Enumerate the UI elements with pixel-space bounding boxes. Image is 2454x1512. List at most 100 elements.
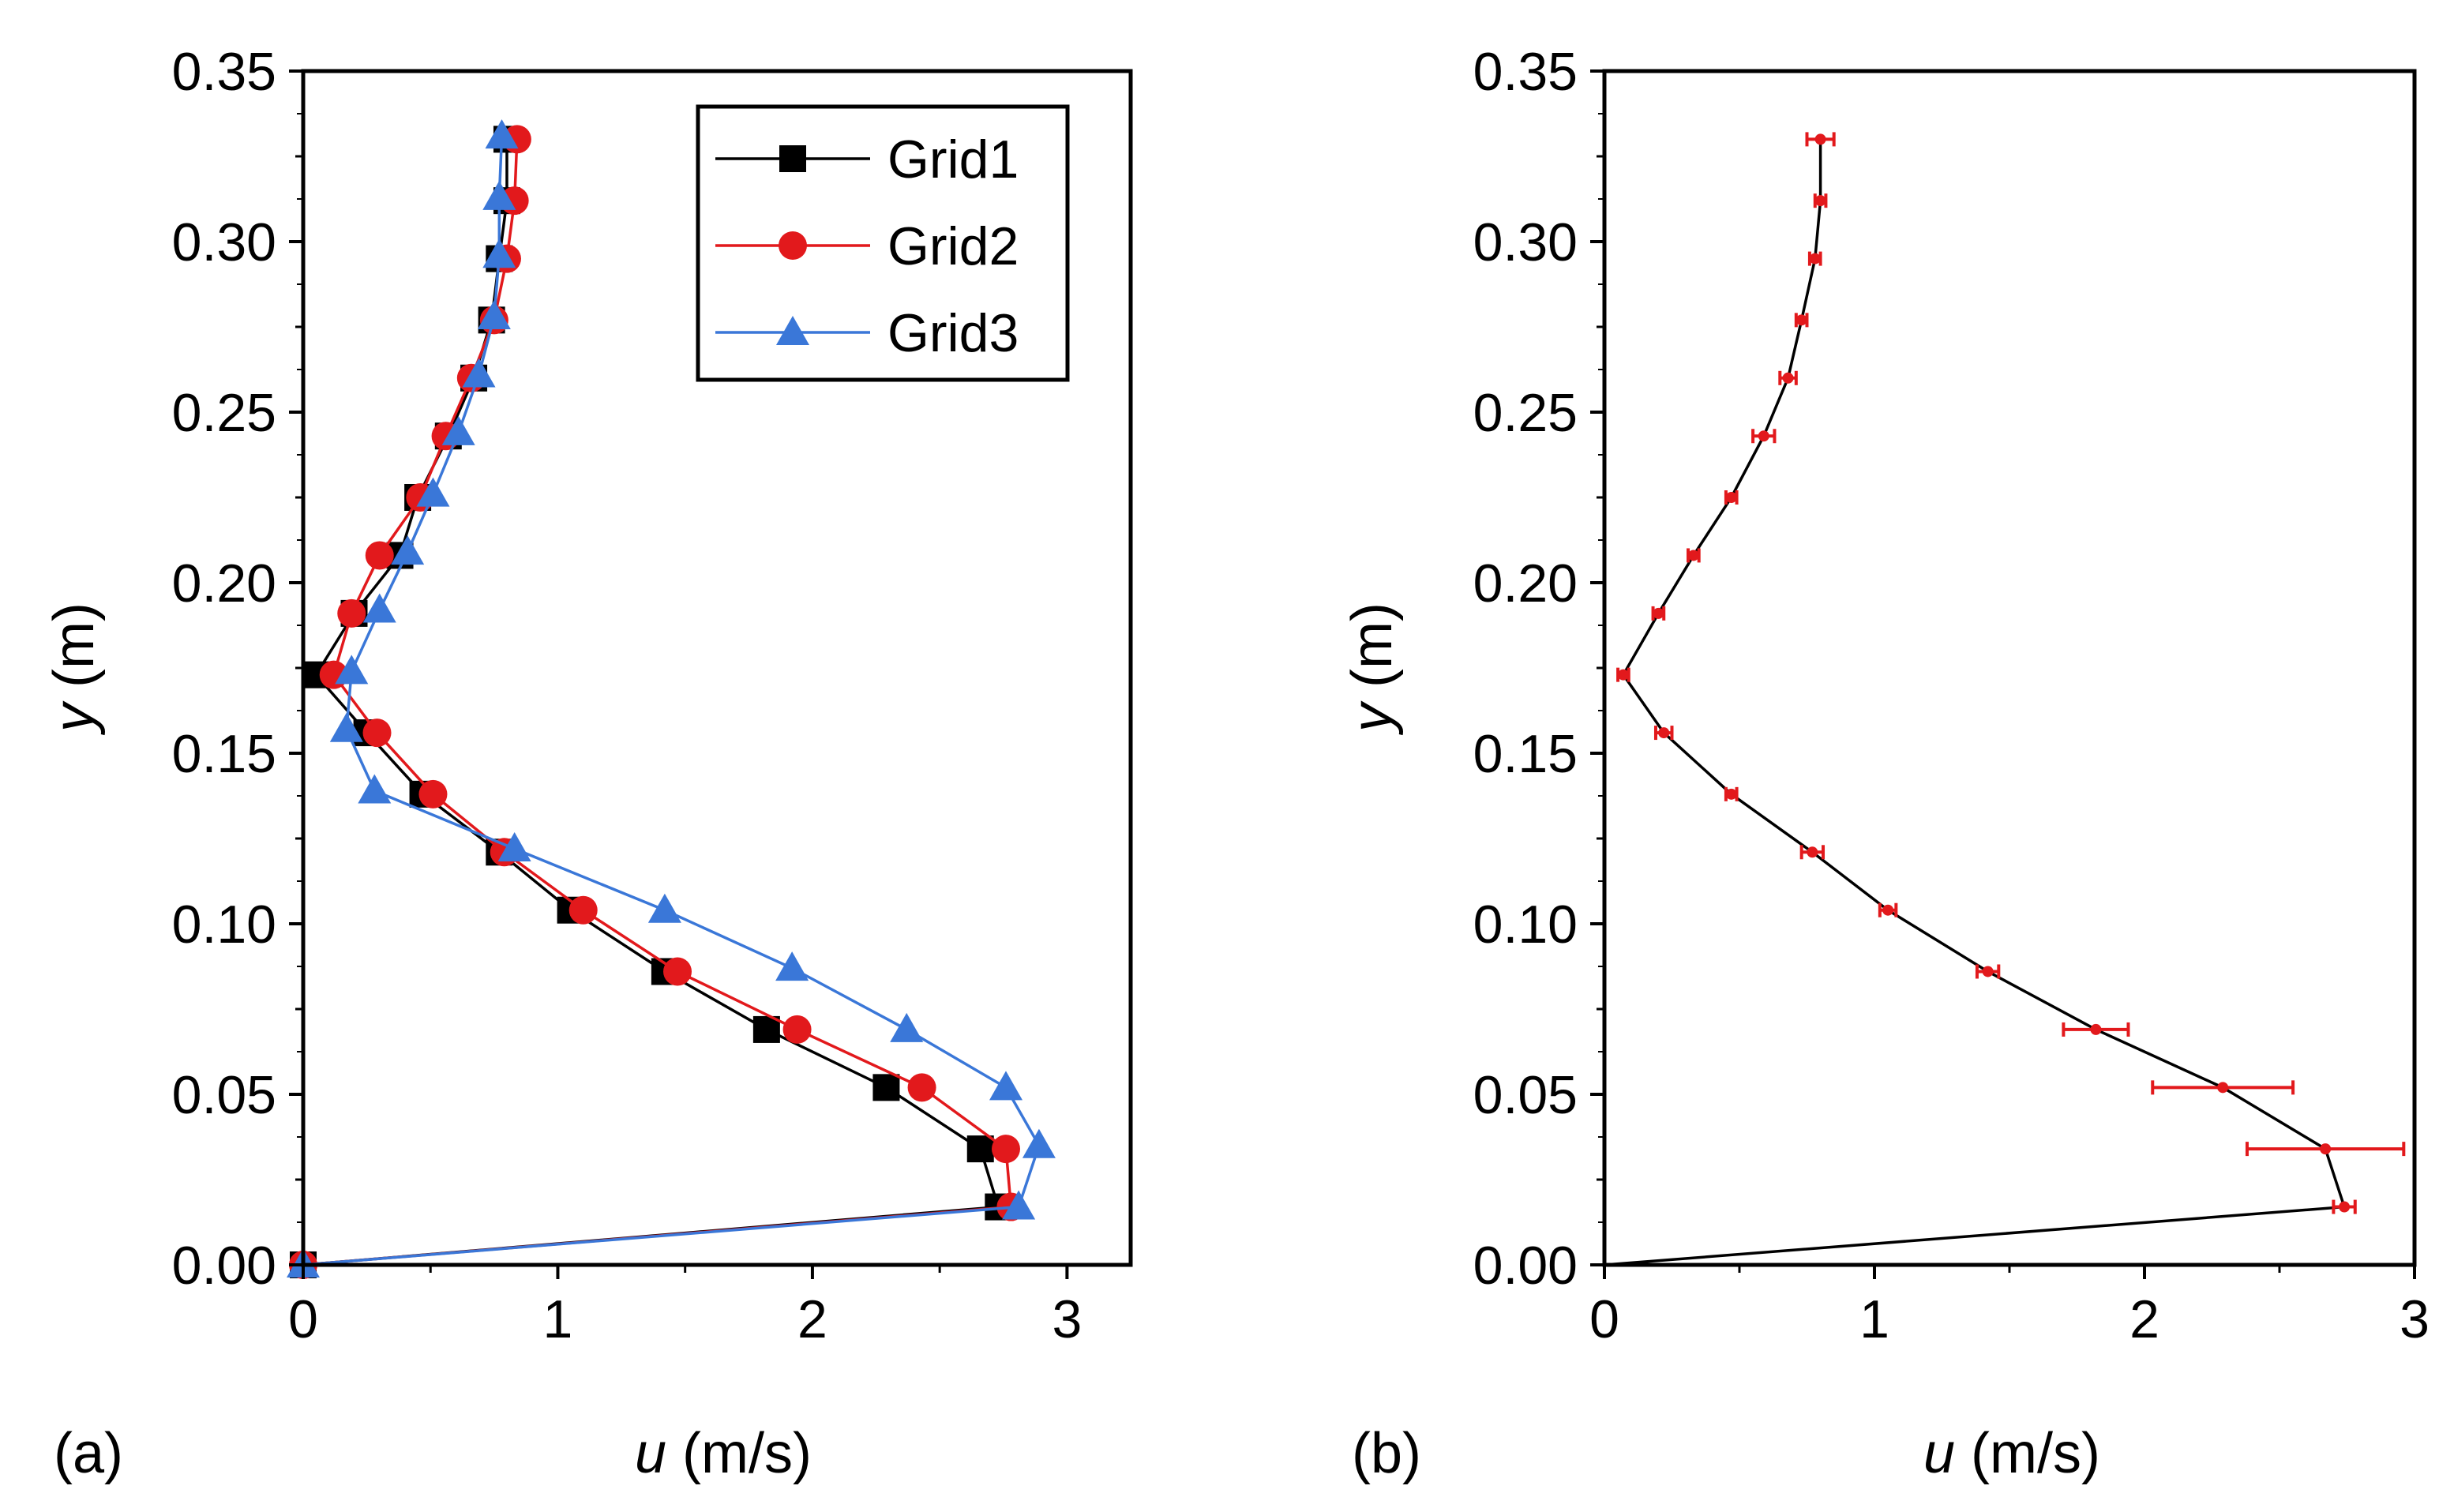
legend-label-grid2: Grid2 xyxy=(887,216,1019,276)
axes-a: 0.00 0.05 0.10 0.15 0.20 0.25 0.30 0.35 0 1 2 3 xyxy=(172,42,1133,1349)
x-tick-label-b: 2 xyxy=(2129,1289,2159,1349)
data-point-grid2 xyxy=(337,598,366,628)
data-point-grid3 xyxy=(477,300,511,330)
legend: Grid1 Grid2 Grid3 xyxy=(696,104,1070,382)
data-point-b xyxy=(1725,788,1737,800)
data-point-grid1 xyxy=(966,1135,994,1163)
panel-b: 0.00 0.05 0.10 0.15 0.20 0.25 0.30 0.35 0 1 2 3 u (… xyxy=(1341,42,2430,1485)
data-point-b xyxy=(1782,372,1794,384)
y-axis-var-a: y xyxy=(43,700,106,736)
panel-label-b: (b) xyxy=(1352,1422,1421,1485)
x-tick-label-a: 3 xyxy=(1052,1289,1082,1349)
data-point-b xyxy=(1982,966,1994,977)
y-tick-label-a: 0.30 xyxy=(172,212,276,272)
plot-area-b xyxy=(1604,132,2406,1266)
data-point-b xyxy=(1814,195,1826,207)
data-point-grid3 xyxy=(890,1012,924,1042)
y-tick-label-b: 0.30 xyxy=(1473,212,1578,272)
data-point-grid1 xyxy=(872,1074,900,1101)
data-point-grid3 xyxy=(1022,1128,1056,1158)
y-axis-unit-a: (m) xyxy=(43,602,106,703)
legend-marker-grid2 xyxy=(779,231,807,260)
data-point-b xyxy=(1687,550,1699,561)
legend-label-grid3: Grid3 xyxy=(887,303,1019,363)
y-tick-label-a: 0.35 xyxy=(172,42,276,102)
data-point-grid2 xyxy=(907,1073,936,1102)
data-point-b xyxy=(1807,846,1818,858)
x-axis-title-a: u (m/s) xyxy=(635,1422,812,1485)
data-point-grid2 xyxy=(991,1135,1020,1164)
y-axis-title-b: y (m) xyxy=(1341,602,1404,736)
data-point-grid3 xyxy=(485,119,519,149)
axes-b: 0.00 0.05 0.10 0.15 0.20 0.25 0.30 0.35 0 1 2 3 xyxy=(1473,42,2430,1349)
y-tick-label-a: 0.15 xyxy=(172,724,276,784)
data-point-b xyxy=(2090,1023,2102,1035)
x-tick-label-b: 1 xyxy=(1859,1289,1889,1349)
data-point-b xyxy=(2217,1082,2229,1094)
data-point-grid3 xyxy=(329,712,363,742)
data-point-grid3 xyxy=(462,358,496,388)
y-tick-label-b: 0.00 xyxy=(1473,1236,1578,1296)
x-axis-title-b: u (m/s) xyxy=(1923,1422,2100,1485)
y-tick-label-b: 0.20 xyxy=(1473,553,1578,613)
y-tick-label-b: 0.10 xyxy=(1473,895,1578,955)
data-point-grid3 xyxy=(416,477,450,507)
y-axis-var-b: y xyxy=(1341,700,1404,736)
y-tick-label-a: 0.00 xyxy=(172,1236,276,1296)
data-point-grid3 xyxy=(775,951,809,981)
data-point-grid2 xyxy=(663,957,692,986)
data-point-b xyxy=(1814,133,1826,145)
data-point-grid3 xyxy=(482,238,516,268)
data-point-b xyxy=(1658,727,1670,739)
data-point-grid3 xyxy=(441,415,475,445)
y-tick-label-b: 0.05 xyxy=(1473,1065,1578,1125)
y-tick-label-a: 0.20 xyxy=(172,553,276,613)
data-point-b xyxy=(2339,1201,2351,1213)
x-tick-label-b: 3 xyxy=(2400,1289,2430,1349)
data-point-grid2 xyxy=(782,1015,812,1044)
data-point-b xyxy=(1725,492,1737,503)
x-tick-label-b: 0 xyxy=(1589,1289,1619,1349)
x-tick-label-a: 1 xyxy=(543,1289,573,1349)
data-point-grid3 xyxy=(358,774,392,804)
y-tick-label-a: 0.05 xyxy=(172,1065,276,1125)
data-point-grid3 xyxy=(989,1071,1022,1101)
data-point-grid3 xyxy=(482,180,516,210)
data-point-grid2 xyxy=(362,718,392,748)
panel-a: 0.00 0.05 0.10 0.15 0.20 0.25 0.30 0.35 0 1 2 3 Gri… xyxy=(43,42,1133,1485)
x-axis-var-a: u xyxy=(635,1422,666,1485)
y-axis-title-a: y (m) xyxy=(43,602,106,736)
panel-label-a: (a) xyxy=(54,1422,123,1485)
data-point-b xyxy=(1809,253,1821,265)
y-tick-label-a: 0.10 xyxy=(172,895,276,955)
data-point-grid3 xyxy=(647,893,681,923)
y-tick-label-b: 0.15 xyxy=(1473,724,1578,784)
y-tick-label-a: 0.25 xyxy=(172,383,276,443)
data-point-grid2 xyxy=(418,779,448,809)
legend-label-grid1: Grid1 xyxy=(887,129,1019,189)
data-point-b xyxy=(1882,904,1894,916)
y-tick-label-b: 0.35 xyxy=(1473,42,1578,102)
x-axis-unit-b: (m/s) xyxy=(1955,1422,2100,1485)
x-tick-label-a: 0 xyxy=(288,1289,318,1349)
data-point-b xyxy=(1653,607,1664,619)
legend-box xyxy=(696,104,1070,382)
data-point-grid2 xyxy=(568,895,598,925)
x-tick-label-a: 2 xyxy=(797,1289,827,1349)
data-point-grid3 xyxy=(391,535,425,565)
data-point-grid3 xyxy=(362,593,396,623)
legend-marker-grid1 xyxy=(779,145,806,172)
x-axis-unit-a: (m/s) xyxy=(666,1422,812,1485)
plot-area-a xyxy=(287,119,1056,1279)
y-axis-unit-b: (m) xyxy=(1341,602,1404,703)
x-axis-var-b: u xyxy=(1923,1422,1955,1485)
data-point-b xyxy=(1758,430,1769,442)
data-point-b xyxy=(1617,669,1629,681)
legend-marker-grid3 xyxy=(776,316,809,345)
data-point-grid3 xyxy=(1002,1190,1036,1220)
data-point-b xyxy=(2320,1143,2332,1155)
y-tick-label-b: 0.25 xyxy=(1473,383,1578,443)
data-point-grid2 xyxy=(365,541,394,570)
data-point-grid3 xyxy=(497,831,531,861)
